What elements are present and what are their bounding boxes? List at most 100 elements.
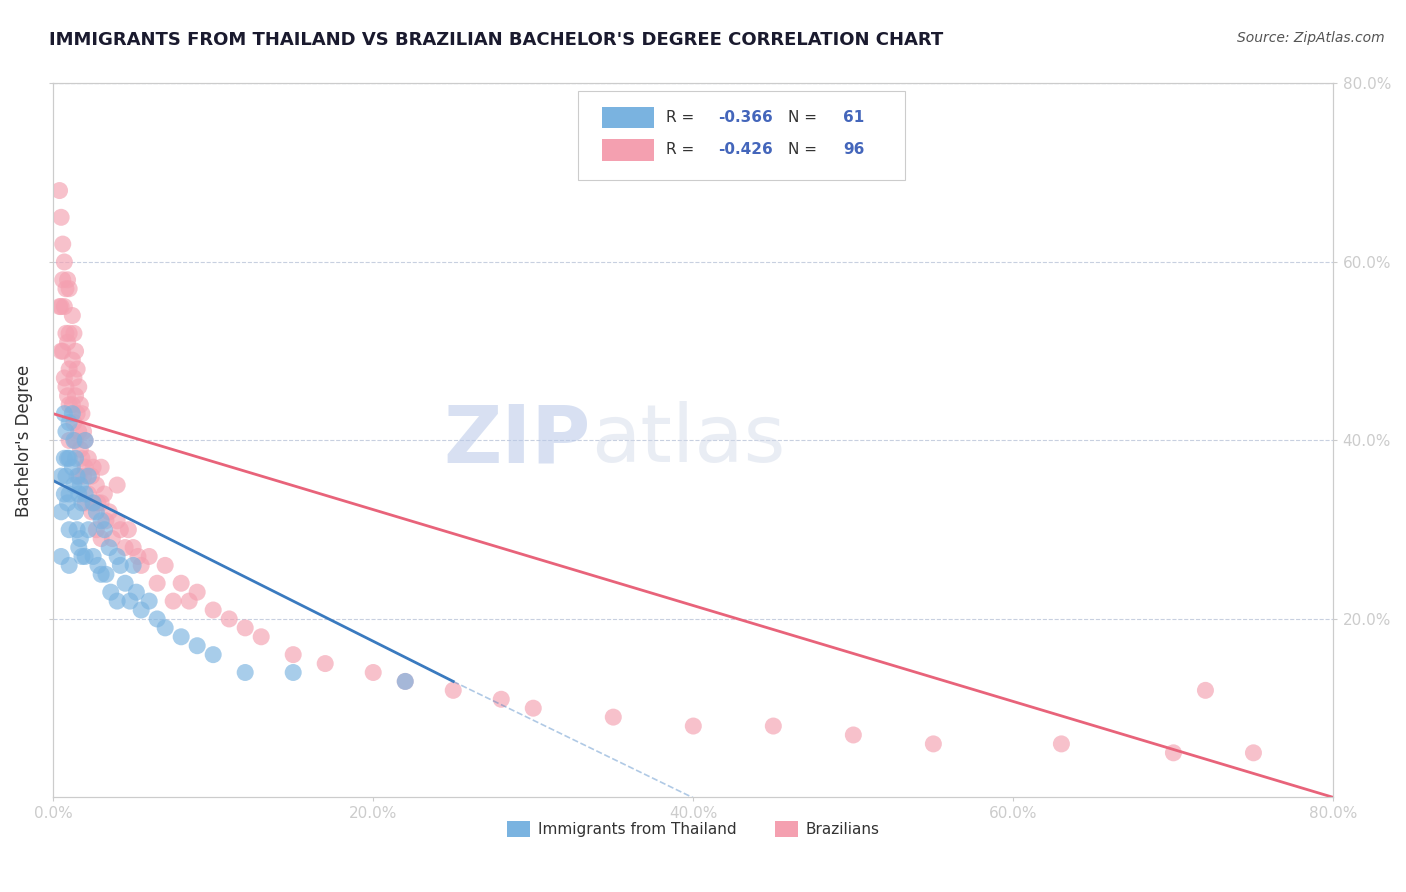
Point — [55, 469, 77, 483]
Point — [762, 719, 785, 733]
Point — [58, 523, 80, 537]
Point — [75, 496, 97, 510]
Point — [101, 532, 124, 546]
Point — [110, 558, 132, 573]
Point — [58, 416, 80, 430]
Point — [82, 460, 104, 475]
Point — [58, 487, 80, 501]
Point — [94, 514, 117, 528]
Point — [138, 594, 160, 608]
Point — [60, 309, 83, 323]
Point — [69, 478, 91, 492]
Point — [86, 478, 108, 492]
Point — [170, 576, 193, 591]
Text: 61: 61 — [844, 111, 865, 125]
Point — [250, 630, 273, 644]
Point — [77, 469, 100, 483]
Text: N =: N = — [787, 111, 823, 125]
Point — [138, 549, 160, 564]
Point — [75, 487, 97, 501]
Point — [67, 469, 90, 483]
Point — [170, 630, 193, 644]
Point — [100, 585, 122, 599]
Point — [69, 442, 91, 457]
Point — [60, 460, 83, 475]
Point — [146, 612, 169, 626]
Point — [87, 558, 110, 573]
Point — [80, 469, 103, 483]
Point — [361, 665, 384, 680]
Point — [58, 282, 80, 296]
Legend: Immigrants from Thailand, Brazilians: Immigrants from Thailand, Brazilians — [501, 815, 886, 843]
Point — [55, 380, 77, 394]
Point — [58, 451, 80, 466]
Point — [114, 576, 136, 591]
Point — [60, 398, 83, 412]
Point — [58, 362, 80, 376]
Point — [56, 335, 79, 350]
Point — [122, 541, 145, 555]
Point — [53, 300, 76, 314]
Point — [127, 549, 149, 564]
Point — [48, 300, 70, 314]
Point — [56, 389, 79, 403]
Point — [56, 451, 79, 466]
Point — [118, 594, 141, 608]
Point — [60, 353, 83, 368]
Point — [114, 541, 136, 555]
Point — [67, 380, 90, 394]
Point — [66, 362, 89, 376]
Point — [63, 416, 86, 430]
Point — [105, 549, 128, 564]
Point — [60, 407, 83, 421]
Point — [56, 273, 79, 287]
Point — [66, 523, 89, 537]
Point — [49, 300, 72, 314]
Point — [67, 541, 90, 555]
Point — [49, 549, 72, 564]
Point — [67, 487, 90, 501]
Point — [146, 576, 169, 591]
Point — [105, 478, 128, 492]
Point — [77, 487, 100, 501]
Point — [77, 523, 100, 537]
Point — [77, 451, 100, 466]
Point — [63, 326, 86, 341]
Point — [65, 451, 87, 466]
Point — [129, 558, 152, 573]
FancyBboxPatch shape — [602, 139, 654, 161]
Point — [105, 594, 128, 608]
Text: Source: ZipAtlas.com: Source: ZipAtlas.com — [1237, 31, 1385, 45]
Point — [53, 371, 76, 385]
Point — [65, 505, 87, 519]
Point — [162, 594, 184, 608]
Point — [75, 460, 97, 475]
Point — [441, 683, 464, 698]
Point — [125, 585, 148, 599]
Point — [55, 282, 77, 296]
Point — [49, 505, 72, 519]
Point — [1050, 737, 1073, 751]
Point — [58, 434, 80, 448]
Point — [52, 344, 75, 359]
Point — [233, 665, 256, 680]
Point — [53, 407, 76, 421]
Point — [58, 558, 80, 573]
Point — [90, 532, 112, 546]
Point — [283, 648, 305, 662]
Point — [65, 434, 87, 448]
Text: -0.366: -0.366 — [717, 111, 772, 125]
Point — [122, 558, 145, 573]
Point — [186, 639, 208, 653]
Point — [94, 567, 117, 582]
Point — [49, 344, 72, 359]
Point — [65, 389, 87, 403]
Point — [55, 425, 77, 439]
Point — [52, 273, 75, 287]
Point — [394, 674, 416, 689]
Point — [53, 487, 76, 501]
Point — [90, 496, 112, 510]
Point — [90, 567, 112, 582]
Point — [283, 665, 305, 680]
Point — [394, 674, 416, 689]
